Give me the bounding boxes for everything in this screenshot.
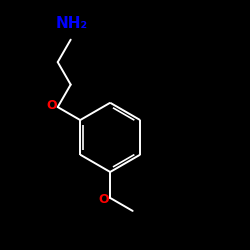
Text: O: O — [99, 193, 109, 206]
Text: NH₂: NH₂ — [56, 16, 88, 31]
Text: O: O — [46, 99, 57, 112]
